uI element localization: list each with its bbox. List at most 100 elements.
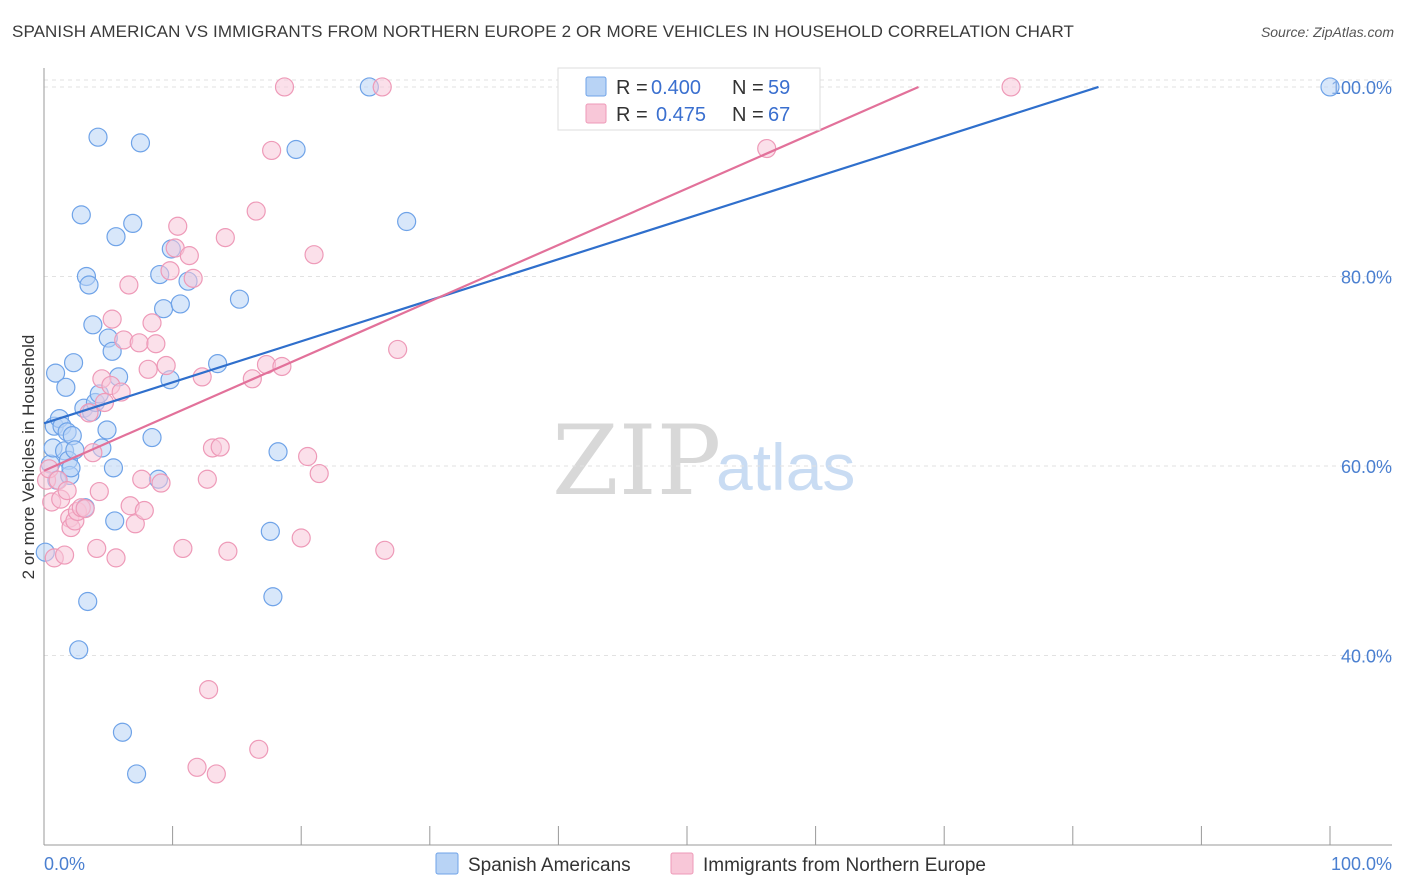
trend-line-s1 (43, 85, 919, 472)
point-s1-13 (75, 499, 95, 519)
point-s0-4 (45, 363, 66, 383)
point-s1-29 (132, 469, 152, 489)
point-s0-52 (263, 587, 283, 607)
point-s0-35 (106, 227, 126, 247)
point-s1-61 (309, 463, 329, 484)
point-s1-27 (125, 514, 145, 534)
point-s0-39 (126, 764, 147, 784)
legend-r-label-1: R = (616, 77, 648, 99)
gridlines (44, 79, 1392, 656)
chart-title: SPANISH AMERICAN VS IMMIGRANTS FROM NORT… (12, 22, 1075, 41)
point-s0-54 (286, 139, 306, 160)
point-s1-17 (89, 481, 109, 502)
x-tick-label-max: 100.0% (1331, 854, 1392, 874)
series-1-points (36, 77, 1021, 784)
point-s1-52 (246, 201, 266, 221)
point-s1-32 (142, 313, 162, 333)
point-s1-48 (215, 228, 235, 248)
point-s0-15 (63, 353, 84, 373)
point-s0-47 (170, 294, 190, 314)
point-s0-37 (112, 722, 133, 742)
point-s1-62 (372, 77, 392, 97)
point-s0-50 (229, 289, 250, 309)
point-s1-28 (129, 333, 149, 353)
point-s1-46 (206, 764, 226, 784)
point-s1-66 (1001, 77, 1021, 97)
point-s1-6 (54, 545, 75, 565)
point-s0-56 (397, 211, 417, 232)
point-s1-60 (304, 245, 324, 265)
point-s1-25 (119, 275, 139, 295)
point-s1-36 (160, 261, 180, 281)
point-s0-22 (78, 591, 98, 612)
legend-n-label-2: N = (732, 104, 764, 126)
point-s1-41 (183, 268, 203, 288)
point-s1-47 (210, 437, 230, 457)
legend-n-value-2: 67 (768, 104, 790, 126)
legend-n-value-1: 59 (768, 77, 790, 99)
point-s1-64 (388, 339, 408, 360)
legend-r-value-2: 0.475 (656, 104, 706, 126)
point-s1-34 (151, 473, 171, 493)
point-s1-57 (274, 77, 295, 97)
point-s0-53 (268, 442, 288, 462)
series-legend-swatch-spanish (435, 852, 459, 875)
point-s0-23 (79, 275, 99, 295)
point-s1-59 (298, 446, 318, 467)
series-legend-label-spanish: Spanish Americans (468, 855, 631, 876)
point-s0-51 (260, 521, 280, 541)
point-s1-35 (156, 355, 176, 376)
x-tick-label-min: 0.0% (44, 854, 85, 874)
point-s0-57 (1320, 77, 1340, 97)
source-label: Source: ZipAtlas.com (1260, 24, 1394, 40)
point-s1-22 (106, 548, 126, 568)
series-legend-swatch-northern-europe (670, 852, 694, 875)
series-legend-label-northern-europe: Immigrants from Northern Europe (703, 855, 986, 876)
y-tick-label-100: 100.0% (1331, 78, 1392, 98)
point-s0-30 (97, 420, 117, 440)
point-s1-38 (168, 216, 188, 236)
point-s1-30 (134, 500, 154, 521)
point-s1-65 (757, 138, 777, 159)
point-s1-39 (173, 538, 193, 559)
legend-r-label-2: R = (616, 104, 648, 126)
trend-line-s0 (43, 85, 1099, 425)
y-tick-label-40: 40.0% (1341, 646, 1392, 666)
legend-r-value-1: 0.400 (651, 77, 701, 99)
point-s0-49 (208, 354, 228, 374)
point-s0-41 (142, 427, 162, 448)
point-s0-27 (88, 127, 108, 147)
y-tick-label-80: 80.0% (1341, 267, 1392, 287)
point-s1-19 (94, 392, 115, 413)
point-s1-40 (179, 246, 199, 266)
series-points (35, 77, 1340, 784)
point-s1-33 (146, 334, 166, 354)
y-tick-label-60: 60.0% (1341, 457, 1392, 477)
point-s0-25 (83, 315, 103, 335)
legend-n-label-1: N = (732, 77, 764, 99)
trend-lines (43, 85, 1099, 472)
legend-swatch-spanish (585, 76, 607, 97)
point-s0-9 (56, 377, 76, 397)
point-s1-44 (199, 679, 219, 700)
point-s0-33 (103, 458, 124, 478)
point-s0-18 (71, 205, 91, 225)
point-s0-40 (130, 133, 151, 153)
point-s1-16 (87, 538, 107, 559)
watermark-atlas: atlas (716, 430, 855, 504)
watermark-zip: ZIP (552, 405, 721, 517)
series-legend: Spanish Americans Immigrants from Northe… (435, 852, 986, 876)
y-axis-label: 2 or more Vehicles in Household (19, 335, 38, 580)
watermark: ZIP atlas (552, 405, 855, 517)
point-s1-43 (197, 469, 217, 489)
x-axis-ticks (43, 826, 1331, 845)
point-s0-34 (105, 511, 125, 531)
point-s1-63 (375, 540, 395, 560)
point-s1-58 (291, 528, 311, 548)
point-s1-21 (102, 309, 122, 329)
y-tick-labels: 40.0% 60.0% 80.0% 100.0% (1331, 78, 1392, 667)
point-s1-49 (218, 541, 238, 561)
point-s0-32 (102, 341, 122, 361)
point-s0-17 (69, 640, 89, 660)
